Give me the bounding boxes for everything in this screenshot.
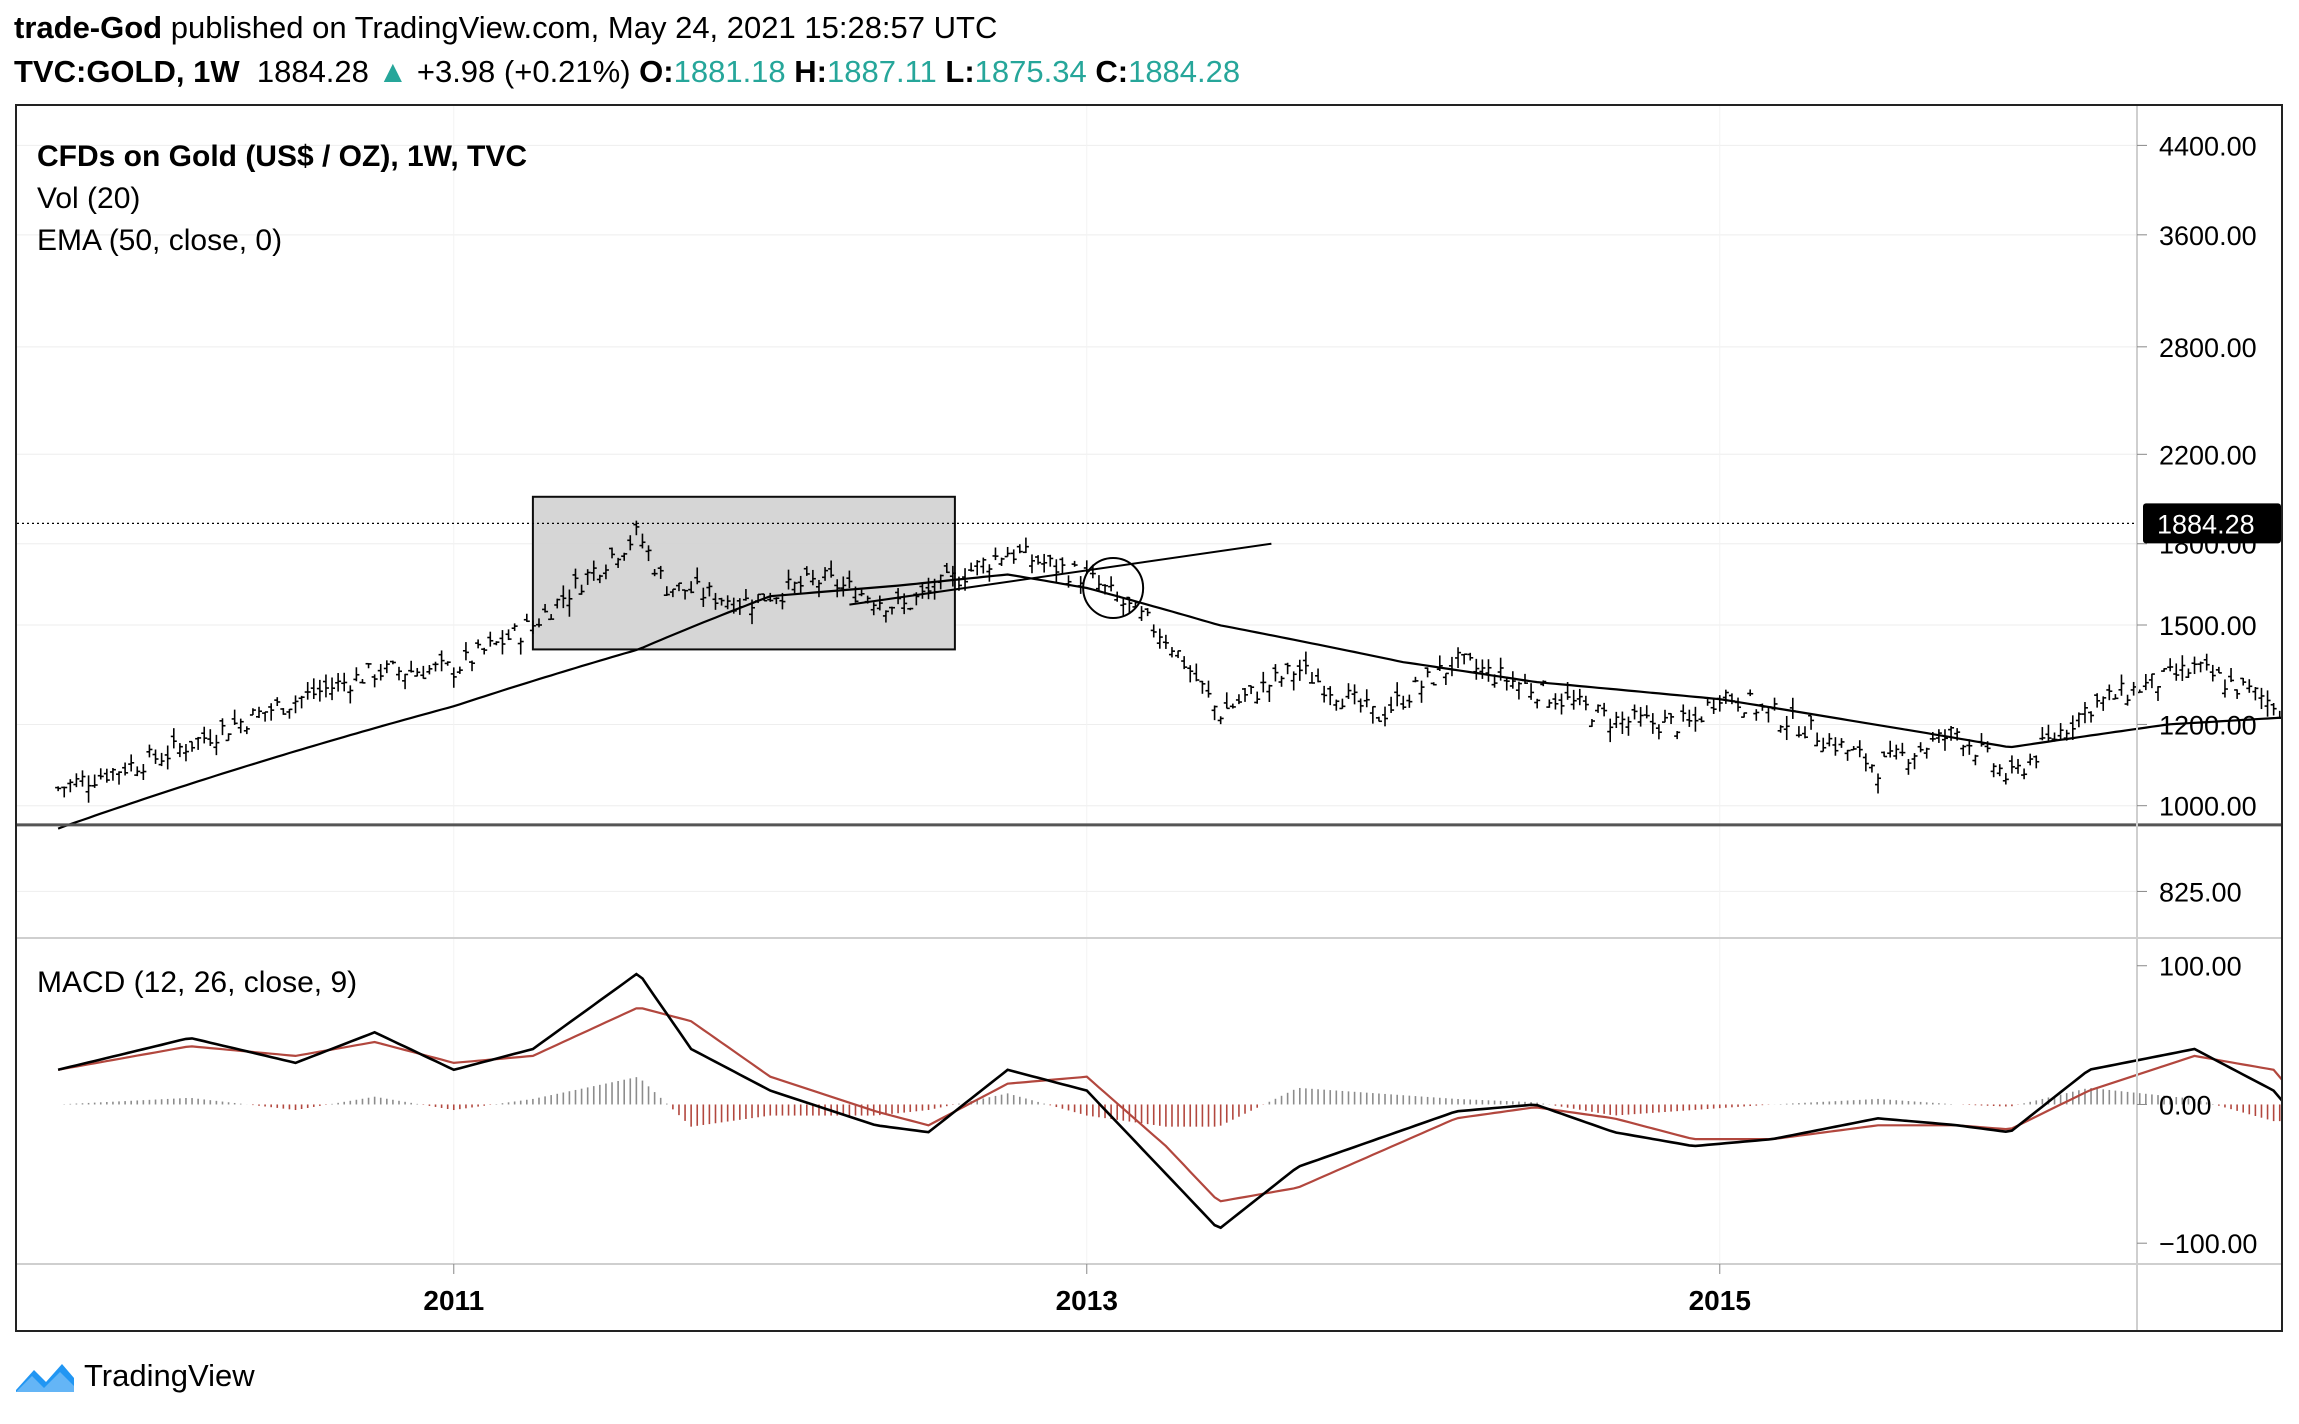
macd-tick-label: 100.00 [2159, 952, 2242, 982]
last-price-tag [2143, 503, 2281, 544]
last-price-tag-label: 1884.28 [2157, 509, 2255, 539]
high-label: H: [794, 54, 828, 89]
publish-text: published on TradingView.com, May 24, 20… [170, 10, 998, 45]
up-triangle-icon: ▲ [377, 54, 409, 89]
low-value: 1875.34 [974, 54, 1087, 89]
axes: 4400.003600.002800.002200.001800.001500.… [17, 106, 2281, 1330]
tradingview-logo-icon [16, 1364, 74, 1392]
open-label: O: [639, 54, 674, 89]
high-value: 1887.11 [827, 54, 937, 89]
signal-line [57, 1007, 2281, 1203]
price-tick-label: 3600.00 [2159, 221, 2257, 251]
macd-line [57, 972, 2281, 1230]
highlight-circle [1082, 556, 1145, 619]
time-tick-label: 2011 [423, 1285, 484, 1316]
chart-canvas[interactable]: 4400.003600.002800.002200.001800.001500.… [17, 106, 2281, 1330]
macd-pane [57, 972, 2281, 1230]
price-tick-label: 4400.00 [2159, 131, 2257, 161]
price-tick-label: 1000.00 [2159, 792, 2257, 822]
price-tick-label: 1500.00 [2159, 611, 2257, 641]
low-label: L: [945, 54, 975, 89]
last-price: 1884.28 [256, 54, 369, 89]
ohlc-line: TVC:GOLD, 1W 1884.28 ▲ +3.98 (+0.21%) O:… [14, 54, 1240, 90]
author-name[interactable]: trade-God [14, 10, 163, 45]
symbol-label: TVC:GOLD, 1W [14, 54, 240, 89]
ema-line [57, 573, 2281, 830]
macd-tick-label: −100.00 [2159, 1229, 2257, 1259]
macd-tick-label: 0.00 [2159, 1090, 2212, 1120]
time-tick-label: 2015 [1689, 1285, 1751, 1316]
time-tick-label: 2013 [1056, 1285, 1118, 1316]
price-bars [55, 520, 2281, 803]
close-label: C: [1095, 54, 1129, 89]
price-tick-label: 825.00 [2159, 877, 2242, 907]
highlight-box [531, 495, 956, 651]
open-value: 1881.18 [673, 54, 786, 89]
price-tick-label: 1200.00 [2159, 710, 2257, 740]
brand-name: TradingView [84, 1358, 255, 1393]
trendline [849, 542, 1272, 606]
legend-vol[interactable]: Vol (20) [37, 182, 140, 215]
grid [17, 106, 2137, 1264]
legend-title: CFDs on Gold (US$ / OZ), 1W, TVC [37, 140, 527, 173]
close-value: 1884.28 [1128, 54, 1241, 89]
tradingview-brand[interactable]: TradingView [14, 1358, 255, 1394]
chart-frame[interactable]: 4400.00 3600.00 2800.00 2200.00 1800.00 1500.… [15, 104, 2283, 1332]
price-tick-label: 2800.00 [2159, 333, 2257, 363]
annotation-boxes [531, 495, 956, 651]
legend: CFDs on Gold (US$ / OZ), 1W, TVC Vol (20… [37, 140, 527, 999]
overlays [17, 522, 2281, 830]
price-tick-label: 2200.00 [2159, 440, 2257, 470]
legend-ema[interactable]: EMA (50, close, 0) [37, 224, 282, 257]
publish-info: trade-God published on TradingView.com, … [14, 10, 997, 46]
price-change: +3.98 (+0.21%) [416, 54, 631, 89]
legend-macd[interactable]: MACD (12, 26, close, 9) [37, 966, 357, 999]
